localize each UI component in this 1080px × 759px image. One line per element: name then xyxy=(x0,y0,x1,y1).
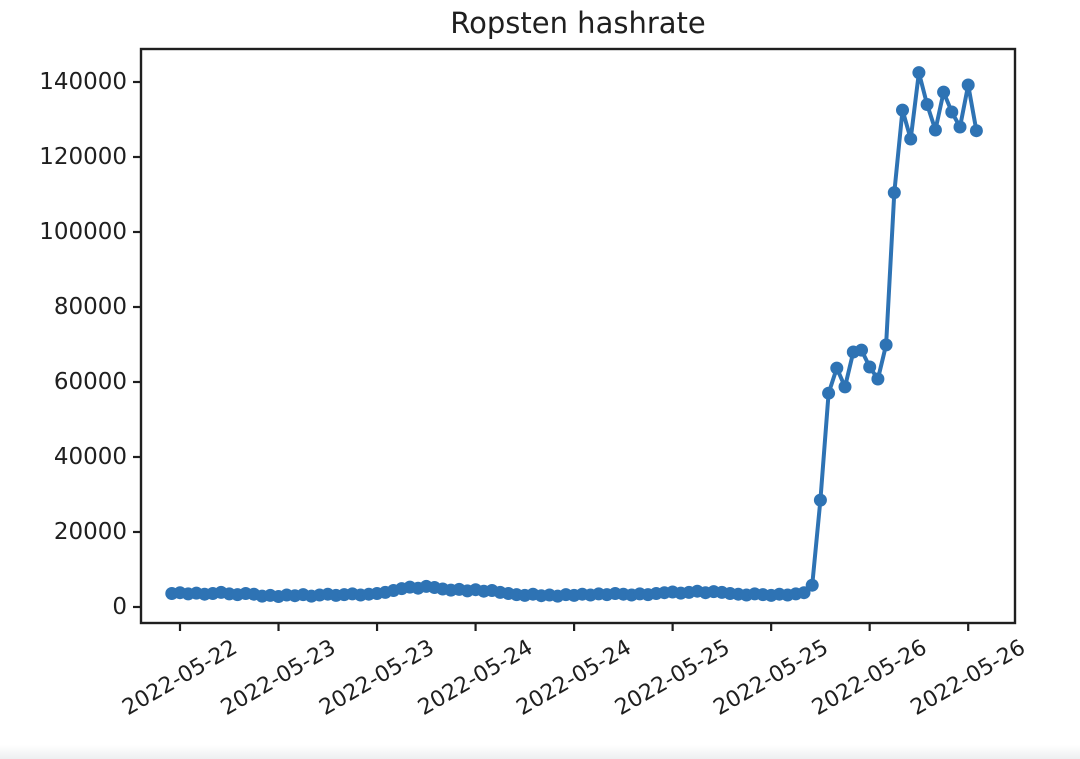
plot-frame xyxy=(139,47,1017,625)
y-axis-tick-label: 100000 xyxy=(39,219,127,245)
y-axis-tick-label: 80000 xyxy=(54,294,127,320)
data-point-marker xyxy=(830,361,844,375)
data-point-marker xyxy=(953,120,967,134)
data-point-marker xyxy=(945,105,959,119)
chart-title: Ropsten hashrate xyxy=(450,6,705,40)
hashrate-line xyxy=(169,70,979,599)
bottom-edge-strip xyxy=(0,745,1080,759)
data-point-marker xyxy=(904,132,918,146)
data-point-marker xyxy=(813,493,827,507)
data-point-marker xyxy=(871,372,885,386)
data-point-marker xyxy=(896,103,909,117)
data-point-marker xyxy=(969,124,983,138)
data-point-marker xyxy=(805,578,819,592)
data-point-marker xyxy=(920,98,934,111)
y-axis-tick-label: 140000 xyxy=(39,69,127,95)
y-axis-tick-label: 40000 xyxy=(54,444,127,470)
data-point-marker xyxy=(887,186,901,200)
y-axis-tick-label: 20000 xyxy=(54,519,127,545)
data-point-marker xyxy=(879,338,893,352)
data-point-marker xyxy=(863,360,877,374)
data-point-marker xyxy=(937,85,951,99)
data-point-marker xyxy=(855,343,868,357)
data-point-marker xyxy=(822,386,836,400)
data-point-marker xyxy=(928,123,942,137)
y-axis-tick-label: 60000 xyxy=(54,369,127,395)
y-axis-tick-label: 0 xyxy=(112,594,127,620)
data-point-marker xyxy=(912,66,926,80)
y-axis-tick-label: 120000 xyxy=(39,144,127,170)
data-point-marker xyxy=(797,586,811,600)
data-point-marker xyxy=(838,380,852,394)
data-point-marker xyxy=(961,78,975,92)
